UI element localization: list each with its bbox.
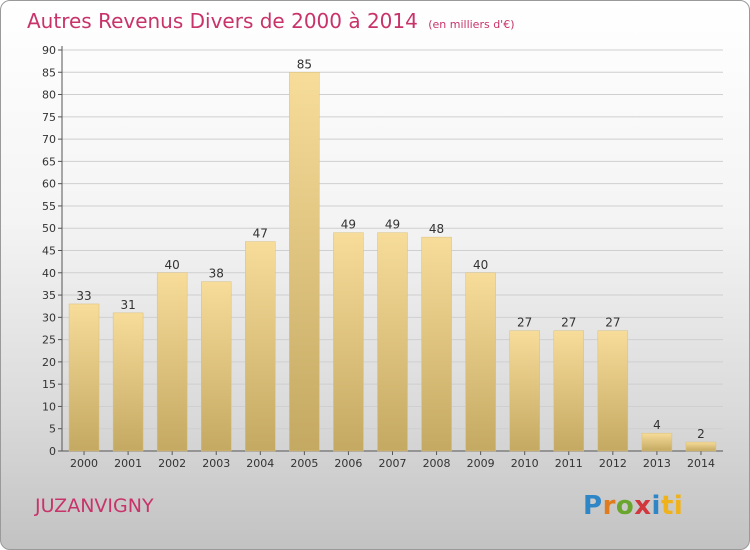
y-tick-label: 90 <box>42 44 56 57</box>
bar <box>465 272 496 452</box>
y-tick-label: 30 <box>42 311 56 324</box>
chart-subtitle: (en milliers d'€) <box>428 18 515 31</box>
brand-logo: Proxiti <box>583 491 683 521</box>
data-label: 40 <box>165 258 180 272</box>
data-label: 49 <box>341 218 356 232</box>
place-name: JUZANVIGNY <box>35 495 154 517</box>
x-tick-label: 2006 <box>334 457 362 470</box>
y-tick-label: 40 <box>42 267 56 280</box>
y-tick-label: 70 <box>42 133 56 146</box>
brand-letter: x <box>634 491 652 521</box>
x-tick-label: 2003 <box>202 457 230 470</box>
x-tick-label: 2007 <box>379 457 407 470</box>
y-tick-label: 60 <box>42 178 56 191</box>
y-tick-label: 45 <box>42 245 56 258</box>
bar <box>509 330 540 452</box>
data-label: 49 <box>385 218 400 232</box>
brand-letter: r <box>602 491 616 521</box>
bar <box>641 432 673 452</box>
y-tick-label: 80 <box>42 89 56 102</box>
bars <box>68 72 717 452</box>
bar <box>333 232 364 452</box>
bar <box>289 72 320 452</box>
data-label: 27 <box>517 316 532 330</box>
y-tick-label: 0 <box>49 445 56 458</box>
x-tick-label: 2000 <box>70 457 98 470</box>
y-tick-label: 75 <box>42 111 56 124</box>
bar <box>421 236 452 452</box>
y-tick-label: 85 <box>42 66 56 79</box>
bar <box>68 303 100 452</box>
bar <box>201 281 232 452</box>
data-label: 27 <box>605 316 620 330</box>
data-label: 47 <box>253 227 268 241</box>
x-tick-label: 2011 <box>555 457 583 470</box>
data-label: 33 <box>76 289 91 303</box>
y-tick-label: 15 <box>42 378 56 391</box>
brand-letter: ti <box>660 491 684 521</box>
bar <box>597 330 629 452</box>
y-tick-label: 10 <box>42 400 56 413</box>
title-text: Autres Revenus Divers de 2000 à 2014 <box>27 9 418 33</box>
y-tick-label: 55 <box>42 200 56 213</box>
x-tick-label: 2005 <box>290 457 318 470</box>
bar <box>112 312 144 452</box>
bar <box>553 330 584 452</box>
data-label: 38 <box>209 267 224 281</box>
bar <box>377 232 408 452</box>
x-tick-label: 2010 <box>511 457 539 470</box>
data-label: 2 <box>697 427 705 441</box>
bar <box>245 241 276 452</box>
brand-letter: P <box>583 491 603 521</box>
x-tick-label: 2014 <box>687 457 715 470</box>
data-label: 4 <box>653 418 661 432</box>
y-tick-label: 35 <box>42 289 56 302</box>
y-tick-label: 5 <box>49 423 56 436</box>
data-label: 48 <box>429 222 444 236</box>
y-tick-label: 25 <box>42 334 56 347</box>
x-tick-label: 2004 <box>246 457 274 470</box>
x-tick-label: 2002 <box>158 457 186 470</box>
y-tick-label: 50 <box>42 222 56 235</box>
x-tick-label: 2001 <box>114 457 142 470</box>
x-tick-label: 2013 <box>643 457 671 470</box>
value-labels: 33 31 40 38 47 85 49 49 48 40 27 27 27 4 2 <box>76 57 704 441</box>
data-label: 85 <box>297 57 312 71</box>
brand-letter: o <box>615 491 635 521</box>
y-tick-label: 65 <box>42 155 56 168</box>
bar <box>685 441 717 452</box>
data-label: 27 <box>561 316 576 330</box>
chart-title: Autres Revenus Divers de 2000 à 2014 (en… <box>27 9 515 33</box>
y-tick-label: 20 <box>42 356 56 369</box>
brand-letter: i <box>651 491 661 521</box>
data-label: 40 <box>473 258 488 272</box>
x-tick-label: 2009 <box>467 457 495 470</box>
x-tick-label: 2012 <box>599 457 627 470</box>
data-label: 31 <box>120 298 135 312</box>
bar <box>156 272 188 452</box>
x-tick-label: 2008 <box>423 457 451 470</box>
